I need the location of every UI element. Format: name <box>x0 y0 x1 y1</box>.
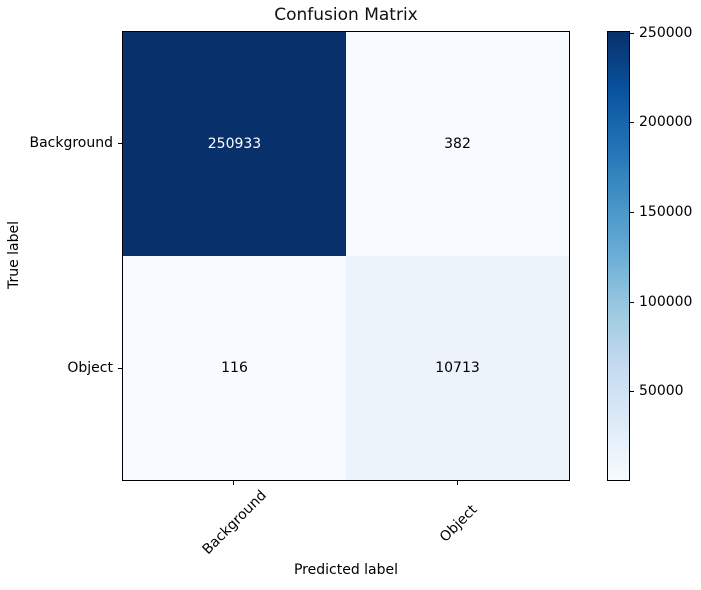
colorbar-tick-mark <box>630 212 634 214</box>
y-tick-label-object: Object <box>67 360 113 376</box>
cell-true-object-pred-background: 116 <box>123 256 346 480</box>
colorbar-tick-label-200000: 200000 <box>639 114 693 130</box>
y-tick-label-background: Background <box>29 135 113 151</box>
colorbar-tick-mark <box>630 122 634 124</box>
cell-value: 116 <box>221 360 248 376</box>
colorbar-tick-label-250000: 250000 <box>639 25 693 41</box>
colorbar-gradient <box>607 31 630 481</box>
colorbar-tick-label-150000: 150000 <box>639 204 693 220</box>
y-tick-mark <box>118 143 122 145</box>
colorbar-tick-mark <box>630 302 634 304</box>
x-axis-label: Predicted label <box>293 562 399 578</box>
cell-true-background-pred-background: 250933 <box>123 32 346 256</box>
x-tick-mark <box>457 481 459 485</box>
colorbar-tick-label-50000: 50000 <box>639 383 684 399</box>
cell-value: 10713 <box>435 360 480 376</box>
heatmap-axes: 250933 382 116 10713 <box>122 31 570 481</box>
chart-title: Confusion Matrix <box>274 5 418 25</box>
colorbar-tick-label-100000: 100000 <box>639 294 693 310</box>
cell-value: 250933 <box>207 136 262 152</box>
y-tick-mark <box>118 368 122 370</box>
cell-value: 382 <box>444 136 471 152</box>
cell-true-background-pred-object: 382 <box>346 32 569 256</box>
cell-true-object-pred-object: 10713 <box>346 256 569 480</box>
x-tick-mark <box>233 481 235 485</box>
x-tick-label-object: Object <box>436 501 481 546</box>
colorbar-tick-mark <box>630 391 634 393</box>
x-tick-label-background: Background <box>199 487 270 558</box>
colorbar-tick-mark <box>630 33 634 35</box>
y-axis-label: True label <box>6 220 22 290</box>
